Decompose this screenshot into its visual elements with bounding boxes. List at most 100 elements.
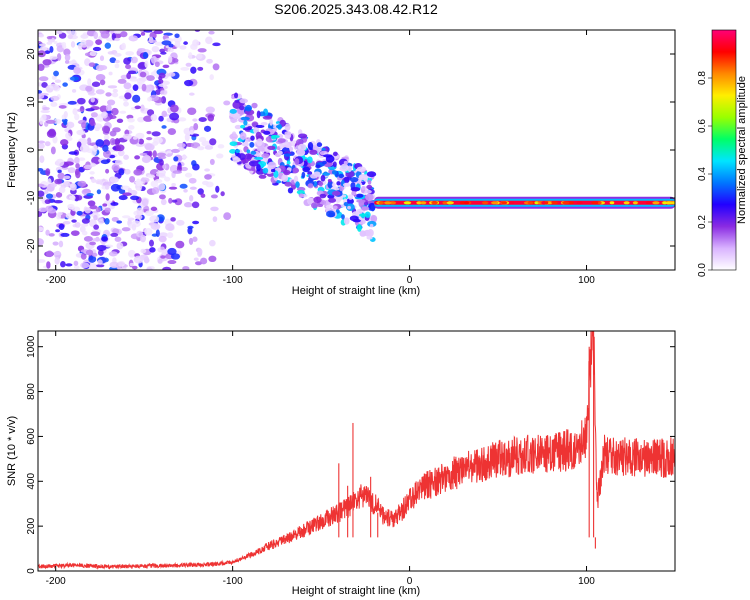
spectrogram-blob xyxy=(127,187,132,193)
spectrogram-blob xyxy=(50,146,56,155)
tone-band-speck xyxy=(481,201,489,205)
spectrogram-arrival xyxy=(318,181,324,187)
spectrogram-arrival xyxy=(307,141,314,150)
spectrogram-blob xyxy=(150,113,158,121)
spectrogram-arrival xyxy=(361,185,366,190)
spectrogram-arrival xyxy=(296,189,305,195)
spectrogram-blob xyxy=(162,64,170,69)
spectrogram-blob xyxy=(83,236,93,242)
spectrogram-arrival xyxy=(269,118,274,126)
snr-line xyxy=(38,331,675,570)
tone-band-speck xyxy=(420,201,427,205)
spectrogram-blob xyxy=(110,201,119,206)
spectrogram-blob xyxy=(209,239,216,247)
spectrogram-blob xyxy=(134,105,141,110)
spectrogram-blob xyxy=(97,259,103,265)
spectrogram-blob xyxy=(50,101,58,107)
snr-xtick-label: 100 xyxy=(578,576,595,587)
spectrogram-blob xyxy=(181,155,188,159)
spectrogram-blob xyxy=(102,203,108,207)
spectrogram-blob xyxy=(160,255,166,259)
spectrogram-ytick-label: 20 xyxy=(26,48,37,60)
spectrogram-blob xyxy=(95,64,104,72)
spectrogram-blob xyxy=(197,66,204,71)
spectrogram-blob xyxy=(122,192,132,197)
spectrogram-blob xyxy=(54,79,62,84)
spectrogram-arrival xyxy=(363,201,369,206)
spectrogram-blob xyxy=(46,41,53,45)
spectrogram-blob xyxy=(58,186,66,194)
spectrogram-arrival xyxy=(327,180,334,189)
snr-ytick-label: 200 xyxy=(26,517,37,534)
spectrogram-blob xyxy=(92,46,102,52)
spectrogram-blob xyxy=(124,168,131,175)
spectrogram-blob xyxy=(200,193,206,198)
spectrogram-arrival xyxy=(322,160,327,165)
spectrogram-blob xyxy=(180,166,188,172)
spectrogram-blob xyxy=(122,133,132,140)
spectrogram-blob xyxy=(62,82,68,87)
spectrogram-blob xyxy=(124,92,132,100)
colorbar: 0.0 0.2 0.4 0.6 0.8 Normalized spectral ampl… xyxy=(697,29,748,277)
spectrogram-blob xyxy=(134,214,143,220)
spectrogram-arrival xyxy=(234,124,242,130)
spectrogram-blob xyxy=(38,63,45,72)
spectrogram-arrival xyxy=(283,153,292,157)
spectrogram-blob xyxy=(49,55,58,60)
spectrogram-blob xyxy=(137,116,145,123)
spectrogram-blob xyxy=(127,249,136,258)
spectrogram-blob xyxy=(190,66,197,74)
spectrogram-blob xyxy=(109,57,117,64)
spectrogram-blob xyxy=(170,217,176,222)
spectrogram-blob xyxy=(114,159,123,165)
spectrogram-arrival xyxy=(332,161,337,168)
spectrogram-arrival xyxy=(245,104,252,112)
spectrogram-blob xyxy=(197,48,207,53)
spectrogram-blob xyxy=(58,223,65,230)
spectrogram-blob xyxy=(184,133,190,142)
spectrogram-blob xyxy=(95,39,103,45)
spectrogram-arrival xyxy=(367,229,374,237)
spectrogram-blob xyxy=(85,249,94,256)
spectrogram-arrival xyxy=(365,193,374,201)
spectrogram-blob xyxy=(204,145,214,150)
spectrogram-blob xyxy=(85,108,95,112)
spectrogram-blob xyxy=(160,51,167,55)
spectrogram-blob xyxy=(144,60,149,68)
spectrogram-blob xyxy=(137,48,146,52)
spectrogram-blob xyxy=(162,266,172,270)
spectrogram-blob xyxy=(143,115,153,122)
spectrogram-blob xyxy=(79,144,90,153)
spectrogram-blob xyxy=(189,129,195,135)
spectrogram-blob xyxy=(118,195,128,201)
spectrogram-ytick-label: -20 xyxy=(26,238,37,253)
spectrogram-blob xyxy=(174,40,181,48)
spectrogram-blob xyxy=(217,144,225,149)
spectrogram-blob xyxy=(44,189,49,195)
spectrogram-arrival xyxy=(341,194,347,198)
snr-ytick-label: 600 xyxy=(26,428,37,445)
spectrogram-arrival xyxy=(240,116,250,121)
spectrogram-blob xyxy=(90,97,95,103)
spectrogram-arrival xyxy=(267,161,277,170)
spectrogram-arrival xyxy=(286,160,291,166)
spectrogram-blob xyxy=(178,146,185,151)
spectrogram-blob xyxy=(118,188,126,195)
spectrogram-blob xyxy=(38,93,45,100)
spectrogram-arrival xyxy=(331,183,336,187)
spectrogram-blob xyxy=(158,72,166,79)
spectrogram-blob xyxy=(151,186,160,195)
spectrogram-blob xyxy=(133,255,144,264)
spectrogram-blob xyxy=(200,257,208,265)
spectrogram-blob xyxy=(147,39,158,43)
spectrogram-blob xyxy=(156,152,167,157)
spectrogram-blob xyxy=(146,267,153,270)
spectrogram-blob xyxy=(183,188,188,193)
spectrogram-blob xyxy=(209,74,214,81)
spectrogram-blob xyxy=(159,159,164,166)
spectrogram-arrival xyxy=(361,206,370,211)
spectrogram-blob xyxy=(46,261,51,269)
spectrogram-blob xyxy=(175,240,185,249)
spectrogram-blob xyxy=(205,106,215,114)
spectrogram-blob xyxy=(146,109,155,116)
